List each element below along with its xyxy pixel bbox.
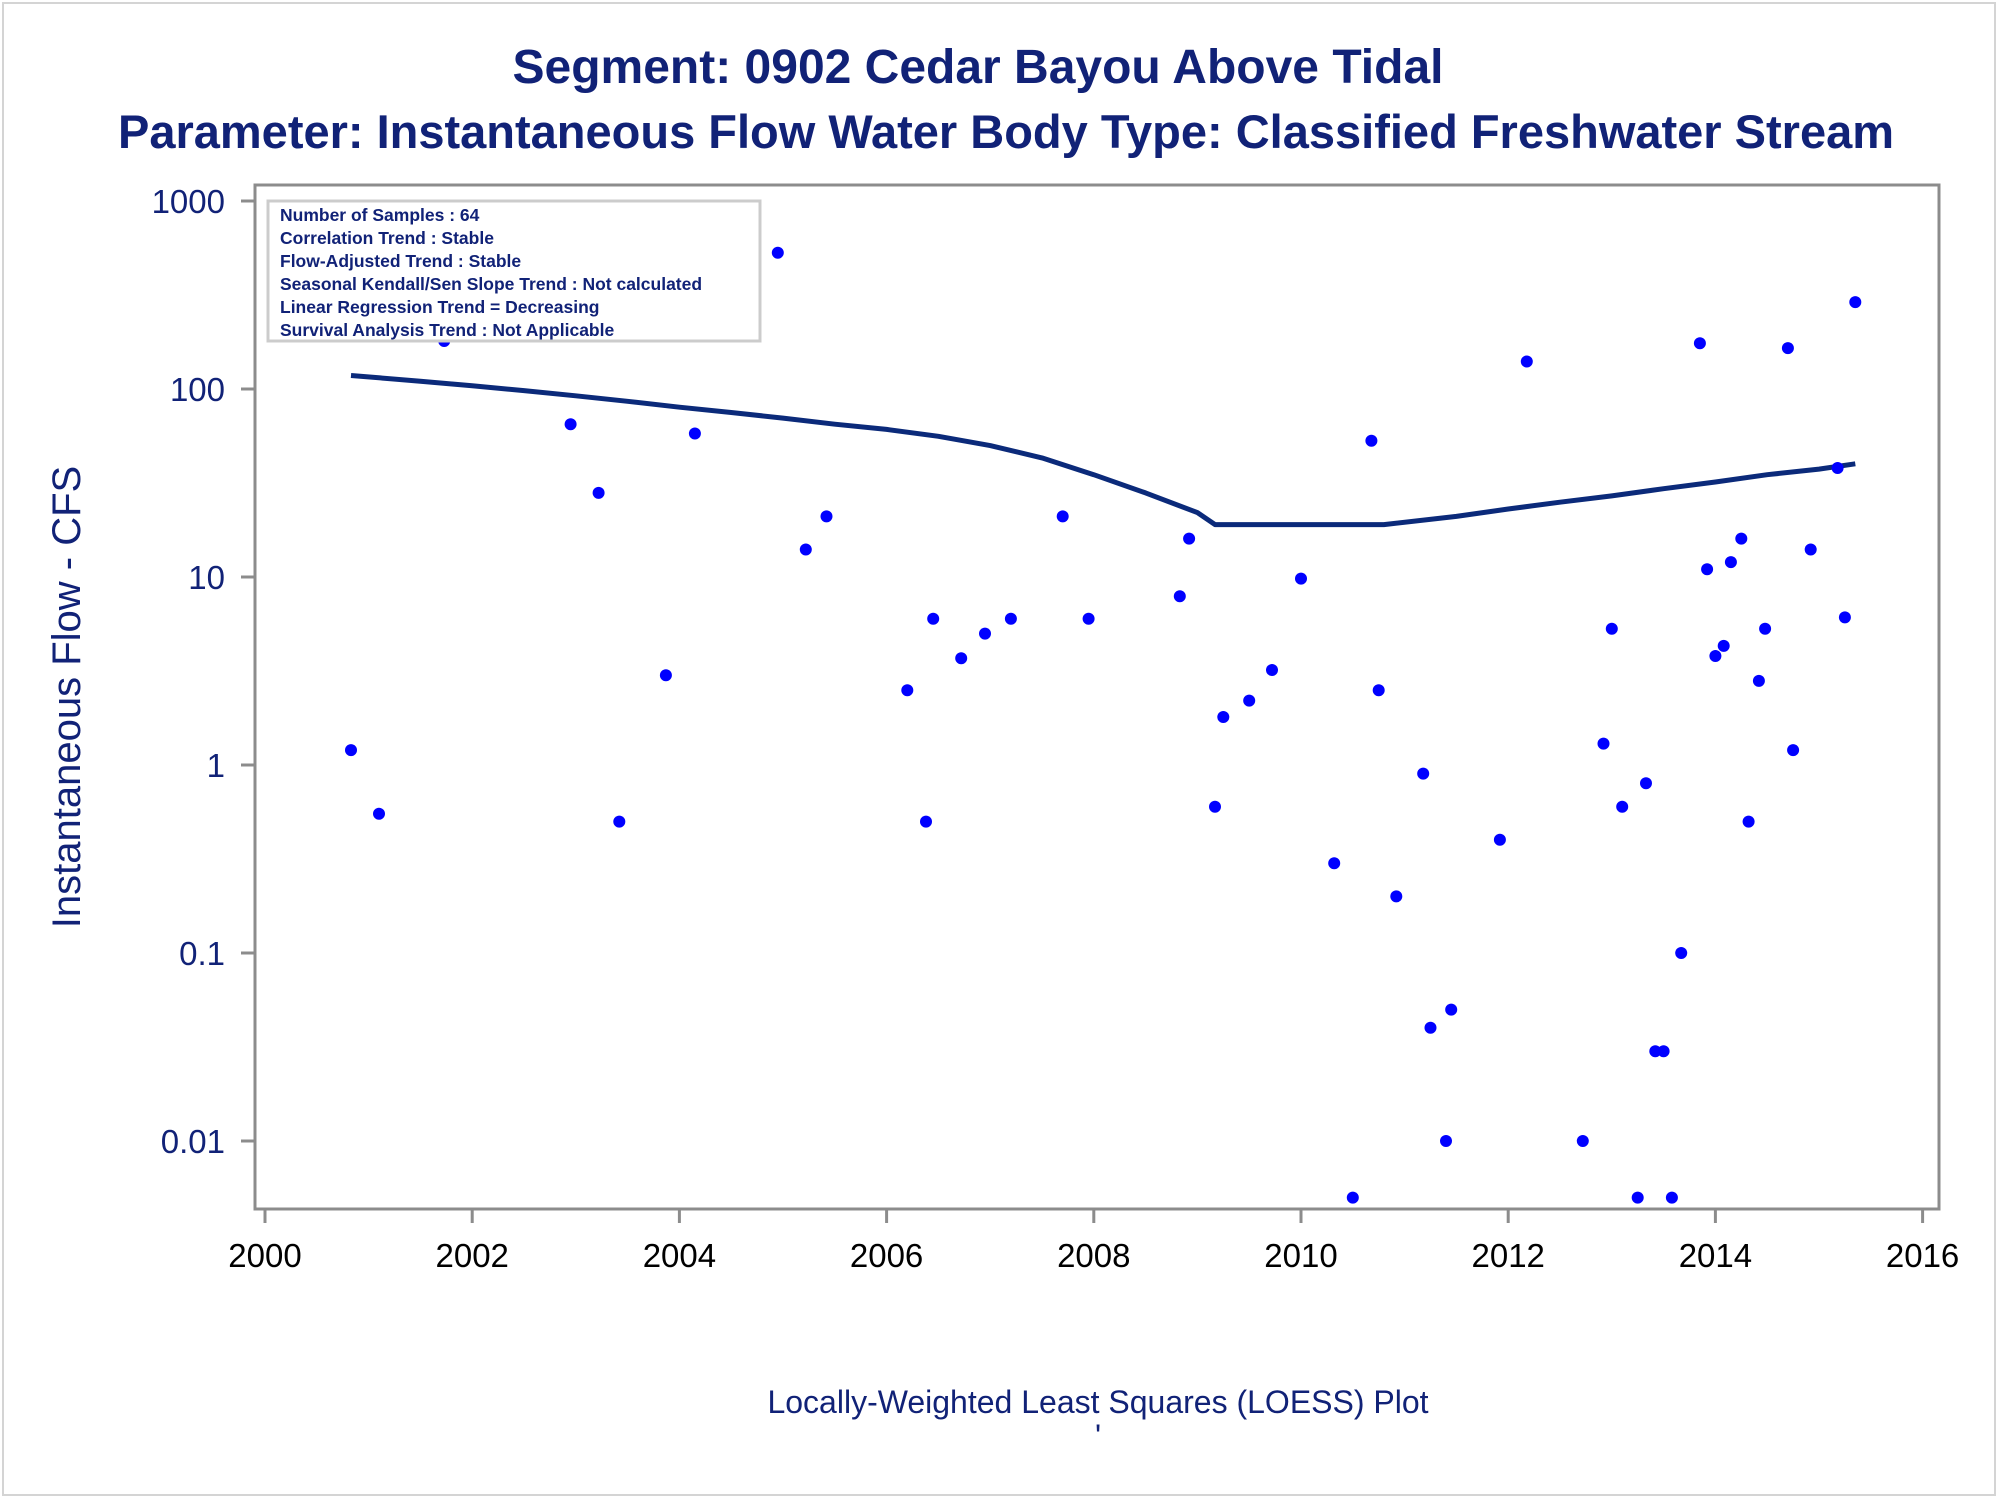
data-point	[1440, 1135, 1452, 1147]
data-point	[920, 815, 932, 828]
y-tick-label: 0.1	[179, 935, 225, 972]
y-tick-label: 1	[207, 747, 225, 784]
x-tick-label: 2014	[1679, 1237, 1752, 1274]
data-point	[1616, 800, 1629, 813]
data-point	[1675, 947, 1688, 959]
data-point	[979, 627, 991, 640]
data-point	[1640, 777, 1652, 790]
data-point	[1597, 737, 1610, 750]
data-point	[659, 669, 672, 682]
data-point	[1424, 1021, 1437, 1034]
data-point	[564, 418, 577, 431]
data-point	[820, 510, 833, 523]
data-point	[1701, 563, 1714, 576]
data-point	[1295, 572, 1307, 585]
loess-trend-line	[350, 373, 1856, 528]
y-tick-label: 0.01	[161, 1123, 225, 1160]
data-point	[1445, 1003, 1458, 1016]
x-tick-label: 2010	[1264, 1237, 1337, 1274]
data-point	[1759, 622, 1772, 635]
y-tick-label: 100	[170, 371, 225, 408]
data-point	[1724, 556, 1737, 569]
x-tick-label: 2004	[643, 1237, 716, 1274]
footnote: Locally-Weighted Least Squares (LOESS) P…	[767, 1384, 1428, 1420]
data-point	[1056, 510, 1069, 523]
data-point	[1493, 833, 1506, 846]
data-point	[1266, 664, 1278, 676]
data-point	[1752, 674, 1765, 687]
stats-box-border	[266, 199, 762, 343]
data-point	[927, 612, 940, 625]
data-point	[1787, 744, 1800, 757]
footnote-mark: '	[1095, 1418, 1101, 1454]
data-point	[1576, 1135, 1589, 1147]
data-point	[613, 815, 626, 828]
stats-line-seasonal-kendall: Seasonal Kendall/Sen Slope Trend : Not c…	[280, 274, 702, 294]
data-point	[1243, 694, 1256, 707]
data-point	[1082, 612, 1095, 625]
data-point	[1709, 650, 1722, 662]
data-point	[799, 543, 812, 556]
data-point	[1417, 767, 1430, 780]
data-point	[1735, 532, 1748, 545]
x-tick-label: 2006	[850, 1237, 923, 1274]
data-points	[345, 246, 1862, 1204]
data-point	[1209, 800, 1221, 813]
data-point	[1390, 890, 1403, 903]
data-point	[1372, 684, 1385, 697]
data-point	[592, 486, 605, 499]
data-point	[1365, 434, 1378, 447]
data-point	[1693, 337, 1706, 350]
x-tick-label: 2016	[1886, 1237, 1959, 1274]
data-point	[1346, 1191, 1359, 1204]
data-point	[955, 652, 968, 665]
stats-line-linear-regression: Linear Regression Trend = Decreasing	[280, 297, 600, 317]
x-tick-label: 2012	[1471, 1237, 1544, 1274]
y-axis-title: Instantaneous Flow - CFS	[45, 466, 89, 928]
y-axis: 1000 100 10 1 0.1 0.01	[152, 183, 255, 1160]
data-point	[1631, 1191, 1644, 1204]
x-tick-label: 2000	[228, 1237, 301, 1274]
data-point	[1831, 462, 1844, 474]
stats-line-flow-adjusted: Flow-Adjusted Trend : Stable	[280, 251, 521, 271]
stats-box: Number of Samples : 64 Correlation Trend…	[266, 199, 762, 343]
data-point	[1520, 355, 1533, 368]
data-point	[1328, 857, 1341, 870]
data-point	[1849, 296, 1862, 309]
x-tick-label: 2008	[1057, 1237, 1130, 1274]
data-point	[1781, 342, 1794, 355]
data-point	[1649, 1045, 1662, 1058]
stats-line-survival-analysis: Survival Analysis Trend : Not Applicable	[280, 320, 614, 340]
data-point	[688, 427, 701, 440]
data-point	[771, 246, 784, 259]
y-tick-label: 10	[188, 559, 225, 596]
y-tick-label: 1000	[152, 183, 225, 220]
data-point	[1004, 612, 1017, 625]
plot-area	[253, 183, 1941, 1211]
data-point	[373, 807, 385, 820]
data-point	[1657, 1045, 1670, 1058]
data-point	[345, 744, 357, 757]
data-point	[1173, 590, 1186, 603]
data-point	[1742, 815, 1755, 828]
data-point	[1183, 532, 1196, 545]
data-point	[1665, 1191, 1678, 1204]
stats-line-correlation: Correlation Trend : Stable	[280, 228, 494, 248]
data-point	[1605, 622, 1618, 635]
x-axis: 2000 2002 2004 2006 2008 2010 2012 2014 2016	[228, 1209, 1959, 1274]
data-point	[1804, 543, 1817, 556]
data-point	[1838, 611, 1851, 624]
stats-line-samples: Number of Samples : 64	[280, 205, 480, 225]
data-point	[1217, 711, 1230, 723]
x-tick-label: 2002	[435, 1237, 508, 1274]
data-point	[901, 684, 914, 697]
data-point	[1717, 639, 1730, 652]
